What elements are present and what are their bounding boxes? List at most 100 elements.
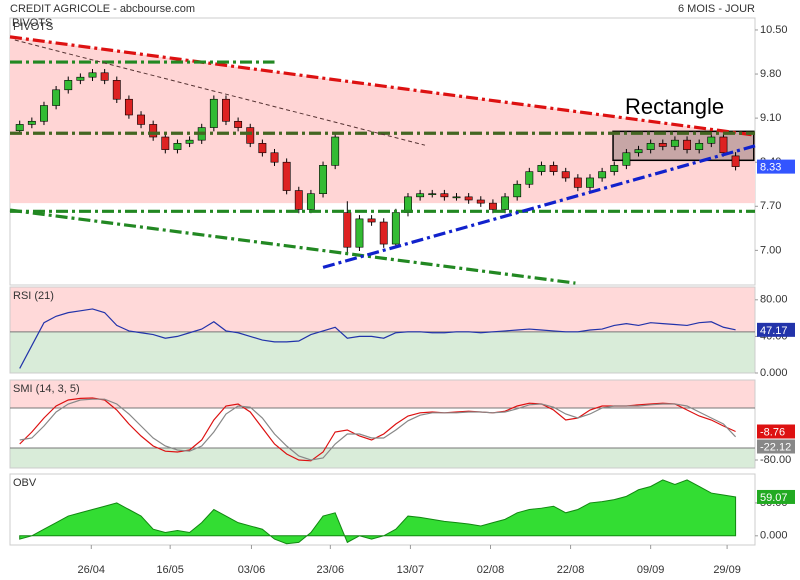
candle (488, 202, 497, 210)
y-tick-label: 10.50 (760, 24, 788, 36)
x-tick-label: 09/09 (637, 564, 665, 576)
x-tick-label: 02/08 (477, 564, 505, 576)
y-tick-label: -80.00 (760, 454, 791, 466)
candle (88, 72, 97, 78)
chart-title: CREDIT AGRICOLE - abcbourse.com (10, 3, 195, 15)
candle (707, 136, 716, 144)
value-label: -22.12 (760, 441, 791, 453)
annotation: Rectangle (625, 94, 724, 119)
y-tick-label: 0.000 (760, 367, 788, 379)
candle (64, 80, 73, 91)
y-tick-label: 9.80 (760, 68, 781, 80)
candle (476, 199, 485, 204)
candle (149, 124, 158, 138)
value-box (757, 439, 795, 454)
candle (586, 177, 594, 188)
candle (124, 98, 133, 116)
candle (670, 139, 679, 147)
candle (598, 171, 607, 179)
y-tick-label: 80.00 (760, 294, 788, 306)
candle (428, 193, 437, 195)
candle (27, 120, 36, 125)
candle (270, 152, 279, 163)
trend-line (9, 208, 576, 285)
candle (513, 183, 522, 198)
obv-area (19, 479, 737, 545)
x-tick-label: 22/08 (557, 564, 585, 576)
panel-frame (9, 379, 756, 469)
candle (137, 114, 145, 125)
candle (549, 165, 558, 172)
value-box (757, 424, 795, 439)
panel-label: RSI (21) (13, 290, 54, 302)
candle (15, 124, 24, 132)
y-tick-label: 9.10 (760, 112, 781, 124)
candle (185, 139, 194, 144)
pivots-label: PIVOTS (12, 17, 52, 29)
candle (416, 193, 425, 198)
value-label: 59.07 (760, 492, 788, 504)
panel-label: SMI (14, 3, 5) (13, 383, 80, 395)
candle (294, 190, 303, 210)
candle (391, 212, 400, 245)
panel-frame (9, 473, 756, 546)
candle (306, 193, 315, 210)
candle (161, 136, 170, 150)
x-tick-label: 26/04 (78, 564, 106, 576)
trend-line (14, 39, 426, 146)
band (10, 331, 755, 373)
candle (573, 177, 582, 188)
candle (440, 193, 449, 198)
panel-label: PIVOTS (13, 21, 53, 33)
candle (343, 212, 352, 248)
candle (610, 165, 619, 172)
candle (537, 165, 546, 172)
candle (234, 120, 243, 128)
candle (282, 161, 291, 191)
candle (52, 89, 61, 106)
candle (683, 139, 691, 150)
candle (452, 196, 461, 199)
candle (719, 136, 728, 154)
candle (209, 98, 218, 128)
candle (258, 143, 267, 154)
candle (246, 127, 255, 144)
x-tick-label: 16/05 (156, 564, 184, 576)
x-tick-label: 23/06 (317, 564, 345, 576)
value-label: 47.17 (760, 325, 788, 337)
candle (622, 152, 631, 166)
trend-line (322, 144, 756, 269)
candle (646, 143, 655, 150)
y-tick-label: 7.70 (760, 200, 781, 212)
candle (331, 136, 340, 166)
value-label: -8.76 (760, 426, 785, 438)
indicator-line (19, 398, 737, 461)
candle (76, 76, 85, 81)
band (10, 380, 755, 408)
candle (100, 72, 109, 81)
value-box (757, 489, 795, 504)
band (10, 448, 755, 468)
candle (695, 143, 704, 150)
candle (731, 155, 740, 167)
band (10, 287, 755, 332)
candle (634, 149, 643, 154)
candle (367, 218, 376, 223)
candle (40, 105, 48, 122)
x-tick-label: 03/06 (238, 564, 266, 576)
candle (355, 218, 364, 248)
candle (658, 143, 667, 147)
trend-line (9, 35, 756, 137)
value-label: 8.33 (760, 162, 781, 174)
candle (379, 221, 388, 245)
x-tick-label: 13/07 (397, 564, 425, 576)
candle (222, 98, 230, 122)
candle (112, 80, 121, 100)
candle (319, 165, 327, 194)
candle (464, 196, 473, 201)
candle (173, 143, 182, 150)
y-tick-label: 0.000 (760, 530, 788, 542)
zone (10, 36, 755, 204)
value-box (757, 322, 795, 337)
